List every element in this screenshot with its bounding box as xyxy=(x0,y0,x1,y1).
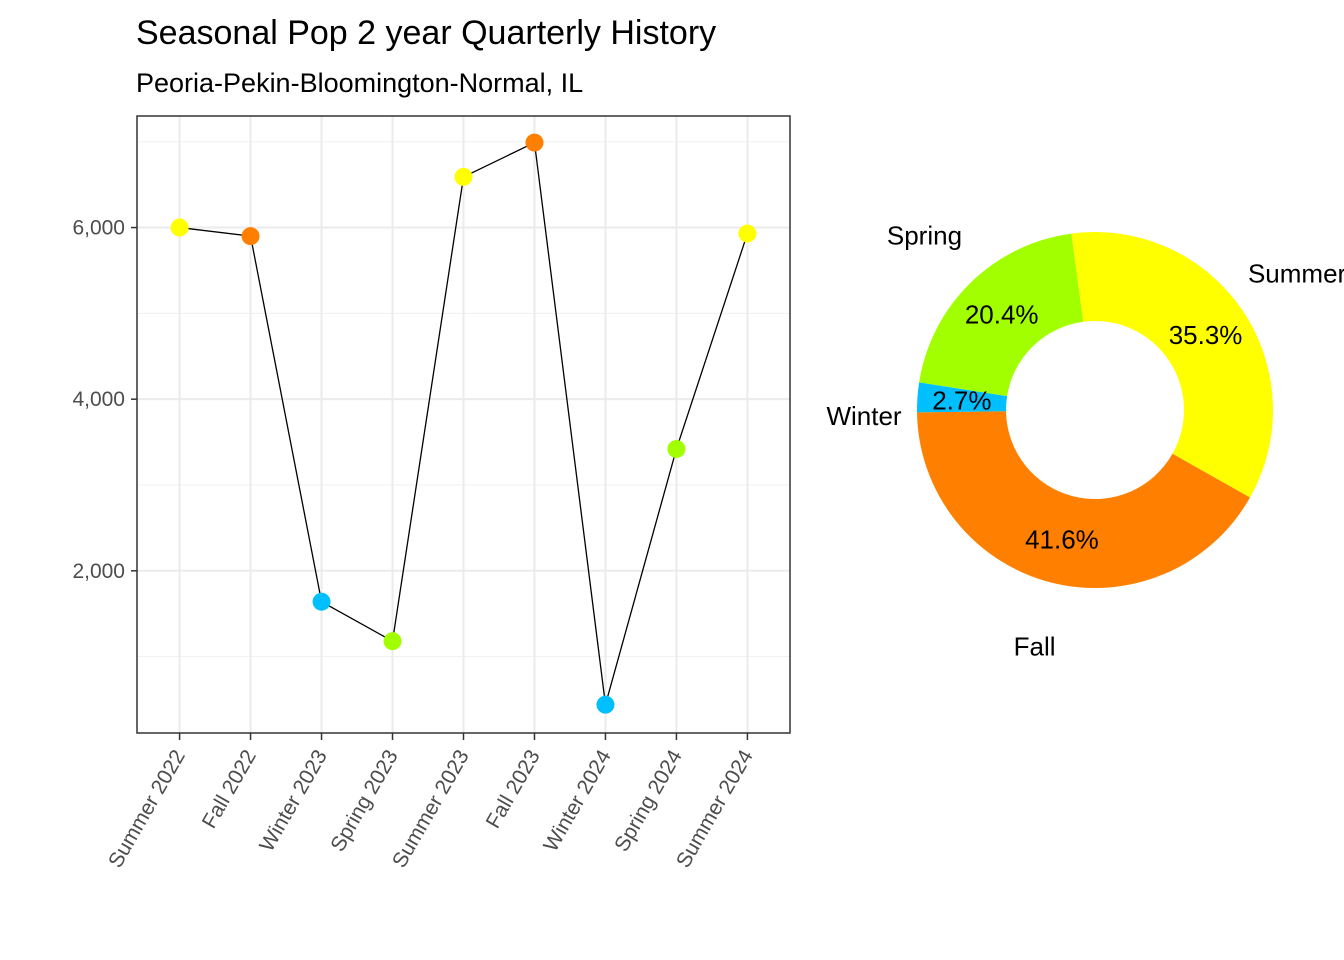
data-point xyxy=(525,133,544,152)
donut-category-label: Fall xyxy=(1014,631,1056,661)
donut-slices xyxy=(917,232,1273,588)
donut-category-label: Winter xyxy=(826,401,901,431)
data-point xyxy=(667,439,686,458)
chart-subtitle: Peoria-Pekin-Bloomington-Normal, IL xyxy=(136,68,583,98)
y-tick-label: 6,000 xyxy=(72,217,125,240)
donut-category-label: Summer xyxy=(1248,258,1344,288)
donut-chart-panel: 35.3% Summer 41.6% Fall 2.7% Winter 20.4% Sprin… xyxy=(826,220,1344,661)
data-point xyxy=(241,227,260,246)
data-point xyxy=(596,695,615,714)
y-tick-label: 2,000 xyxy=(72,560,125,583)
x-tick-label: Fall 2023 xyxy=(482,746,545,832)
series-points-group xyxy=(170,133,757,714)
y-axis: 2,000 4,000 6,000 xyxy=(72,217,137,583)
donut-pct-label: 20.4% xyxy=(965,300,1039,330)
chart-title: Seasonal Pop 2 year Quarterly History xyxy=(136,14,716,52)
donut-pct-label: 41.6% xyxy=(1025,524,1099,554)
x-tick-label: Summer 2023 xyxy=(388,746,474,872)
x-tick-label: Fall 2022 xyxy=(198,746,261,832)
y-tick-label: 4,000 xyxy=(72,388,125,411)
donut-pct-label: 35.3% xyxy=(1169,320,1243,350)
x-tick-label: Winter 2024 xyxy=(539,746,616,856)
data-point xyxy=(454,167,473,186)
donut-labels: 35.3% Summer 41.6% Fall 2.7% Winter 20.4% Sprin… xyxy=(826,220,1344,661)
donut-slice-spring xyxy=(919,233,1084,397)
donut-pct-label: 2.7% xyxy=(932,386,991,416)
data-point xyxy=(383,632,402,651)
donut-category-label: Spring xyxy=(887,220,962,250)
donut-slice-summer xyxy=(1071,232,1273,498)
donut-slice-fall xyxy=(917,411,1250,588)
x-tick-label: Spring 2023 xyxy=(326,746,403,856)
x-tick-label: Spring 2024 xyxy=(610,746,687,856)
donut-slice-winter xyxy=(917,382,1008,413)
x-tick-label: Summer 2022 xyxy=(104,746,190,872)
data-point xyxy=(738,224,757,243)
data-point xyxy=(170,218,189,237)
x-tick-label: Summer 2024 xyxy=(672,746,758,872)
data-point xyxy=(312,592,331,611)
x-tick-label: Winter 2023 xyxy=(255,746,332,856)
